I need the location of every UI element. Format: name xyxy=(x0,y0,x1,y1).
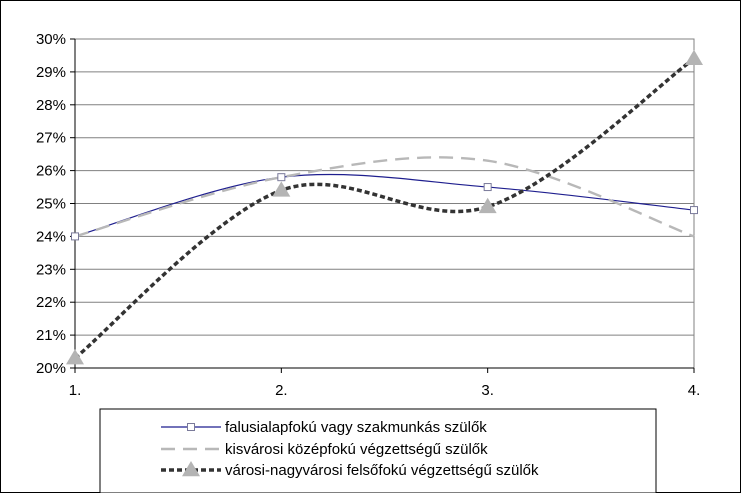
series-3-point-4 xyxy=(685,49,703,66)
series-line-3 xyxy=(73,57,696,360)
axes: 20% 21% 22% 23% 24% 25% 26% 27% 28% 29% 30% 1. 2. 3. 4… xyxy=(36,31,700,399)
series-1-point-4 xyxy=(690,206,698,215)
series-3-point-2 xyxy=(272,181,291,197)
legend: falusialapfokú vagy szakmunkás szülők kis… xyxy=(99,408,657,493)
x-tick-label: 3. xyxy=(481,382,494,399)
y-tick-label: 29% xyxy=(36,64,66,81)
series-1-point-3 xyxy=(483,183,492,192)
y-tick-label: 24% xyxy=(36,228,66,245)
series-3-point-3 xyxy=(478,197,497,214)
y-tick-label: 22% xyxy=(36,294,66,311)
y-tick-label: 26% xyxy=(36,163,66,180)
y-tick-label: 25% xyxy=(36,196,66,213)
y-tick-label: 23% xyxy=(36,261,66,278)
legend-marker-3 xyxy=(182,461,200,477)
y-tick-label: 20% xyxy=(36,360,66,377)
series-line-1 xyxy=(74,173,695,237)
x-tick-label: 4. xyxy=(688,382,701,399)
series-group xyxy=(73,57,696,360)
legend-marker-1 xyxy=(187,423,195,431)
y-tick-label: 30% xyxy=(36,31,66,48)
series-1-point-2 xyxy=(277,173,286,182)
series-3-point-1 xyxy=(66,349,84,365)
markers-group xyxy=(66,49,703,365)
series-1-point-1 xyxy=(71,232,79,241)
series-line-2 xyxy=(74,156,695,238)
y-tick-label: 28% xyxy=(36,97,66,114)
legend-label-3: városi-nagyvárosi felsőfokú végzettségű … xyxy=(225,462,539,479)
x-tick-label: 1. xyxy=(69,382,82,399)
legend-label-2: kisvárosi középfokú végzettségű szülők xyxy=(225,441,488,458)
x-tick-label: 2. xyxy=(275,382,288,399)
legend-label-1: falusialapfokú vagy szakmunkás szülők xyxy=(225,419,487,436)
y-tick-label: 27% xyxy=(36,130,66,147)
y-tick-label: 21% xyxy=(36,327,66,344)
